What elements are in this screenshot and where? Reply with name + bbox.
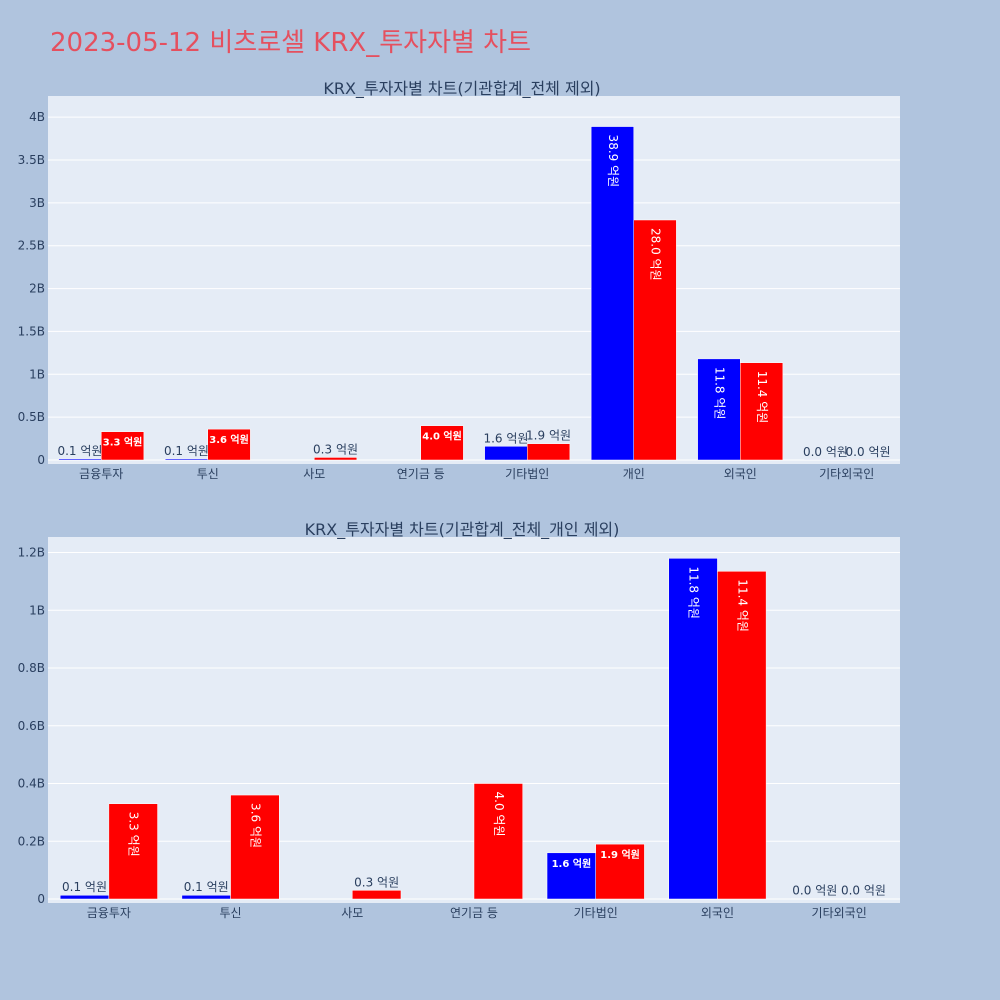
y-tick-label: 0.5B [18, 410, 45, 424]
bar [230, 794, 280, 900]
y-tick-label: 3.5B [18, 153, 45, 167]
data-label: 0.1 억원 [62, 880, 107, 894]
x-tick-label: 금융투자 [79, 467, 123, 481]
x-tick-label: 기타외국인 [819, 467, 874, 481]
bar [58, 458, 102, 461]
data-label: 0.1 억원 [57, 444, 102, 458]
chart-title: KRX_투자자별 차트(기관합계_전체_개인 제외) [305, 520, 620, 540]
data-label: 4.0 억원 [492, 792, 506, 837]
y-tick-label: 2B [29, 282, 45, 296]
data-label: 11.4 억원 [735, 579, 749, 632]
data-label: 0.0 억원 [846, 445, 891, 459]
data-label: 3.3 억원 [103, 436, 143, 449]
data-label: 0.1 억원 [164, 444, 209, 458]
data-label: 3.3 억원 [127, 812, 141, 857]
y-tick-label: 1.2B [18, 546, 45, 560]
data-label: 4.0 억원 [422, 430, 462, 443]
bar [717, 571, 767, 900]
bar [420, 425, 464, 461]
bar [546, 852, 596, 900]
x-tick-label: 개인 [623, 467, 645, 481]
x-tick-label: 외국인 [724, 467, 757, 481]
y-tick-label: 0.8B [18, 661, 45, 675]
bar [108, 803, 158, 900]
bar [59, 894, 110, 900]
data-label: 1.9 억원 [526, 429, 571, 443]
x-tick-label: 투신 [197, 467, 219, 481]
page-title: 2023-05-12 비츠로셀 KRX_투자자별 차트 [50, 28, 532, 58]
y-tick-label: 1.5B [18, 324, 45, 338]
bar [527, 443, 571, 461]
data-label: 28.0 억원 [649, 228, 663, 281]
chart-2: KRX_투자자별 차트(기관합계_전체_개인 제외) 0 0.2B 0.4B 0.6B 0… [18, 520, 900, 920]
bar [484, 446, 528, 461]
data-label: 11.8 억원 [712, 367, 726, 420]
chart-title: KRX_투자자별 차트(기관합계_전체 제외) [323, 79, 600, 99]
data-label: 1.9 억원 [600, 848, 640, 861]
data-label: 0.1 억원 [184, 880, 229, 894]
x-tick-label: 기타외국인 [812, 906, 867, 920]
x-tick-label: 금융투자 [87, 906, 131, 920]
data-label: 3.6 억원 [248, 803, 262, 848]
bar [668, 558, 718, 900]
bar [473, 783, 523, 900]
x-tick-label: 기타법인 [505, 467, 549, 481]
bar [181, 894, 231, 900]
chart-1: KRX_투자자별 차트(기관합계_전체 제외) 0 0.5B 1B 1.5B 2B 2.5B… [18, 79, 900, 481]
y-tick-label: 2.5B [18, 239, 45, 253]
data-label: 0.0 억원 [792, 884, 837, 898]
x-tick-label: 기타법인 [574, 906, 618, 920]
y-tick-label: 0.2B [18, 834, 45, 848]
data-label: 38.9 억원 [606, 135, 620, 188]
data-label: 0.0 억원 [803, 445, 848, 459]
y-tick-label: 1B [29, 367, 45, 381]
bar [590, 126, 635, 461]
bar [633, 219, 677, 461]
y-tick-label: 3B [29, 196, 45, 210]
bar [164, 458, 208, 461]
data-label: 3.6 억원 [209, 433, 249, 446]
data-label: 0.3 억원 [313, 442, 358, 456]
data-label: 11.4 억원 [755, 371, 769, 424]
data-label: 0.3 억원 [354, 875, 399, 889]
y-tick-label: 1B [29, 603, 45, 617]
bar [101, 431, 145, 461]
data-label: 11.8 억원 [687, 566, 701, 619]
x-tick-label: 연기금 등 [450, 906, 498, 920]
bar [740, 362, 784, 461]
data-label: 1.6 억원 [552, 857, 592, 870]
x-tick-label: 투신 [220, 906, 242, 920]
x-tick-label: 사모 [341, 906, 363, 920]
x-tick-label: 사모 [303, 467, 325, 481]
y-tick-label: 0 [37, 453, 45, 467]
bar [352, 890, 402, 900]
data-label: 0.0 억원 [841, 884, 886, 898]
y-tick-label: 4B [29, 110, 45, 124]
y-tick-label: 0 [37, 892, 45, 906]
bar [595, 843, 645, 900]
data-label: 1.6 억원 [483, 431, 528, 445]
x-tick-label: 연기금 등 [397, 467, 445, 481]
bar [314, 457, 358, 461]
y-tick-label: 0.6B [18, 719, 45, 733]
bar [207, 428, 251, 461]
y-tick-label: 0.4B [18, 777, 45, 791]
x-tick-label: 외국인 [701, 906, 734, 920]
